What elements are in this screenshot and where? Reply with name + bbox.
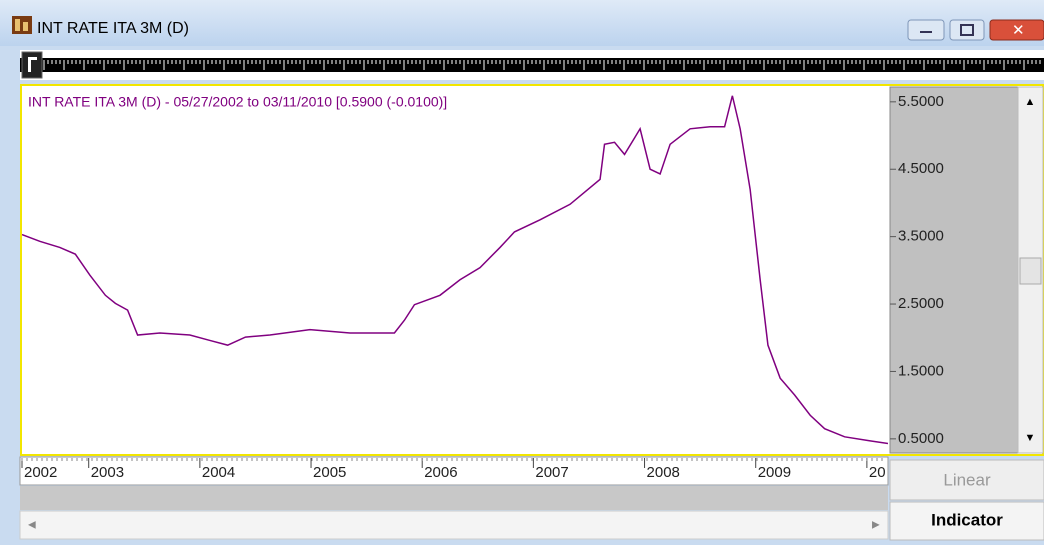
scroll-right-arrow[interactable]: ▶ — [872, 520, 880, 531]
price-axis-panel — [889, 86, 1019, 454]
x-tick-label: 2009 — [758, 464, 791, 481]
x-tick-label: 2005 — [313, 464, 346, 481]
x-tick-label: 2004 — [202, 464, 235, 481]
scroll-left-arrow[interactable]: ◀ — [28, 520, 36, 531]
close-button[interactable] — [989, 19, 1044, 41]
maximize-button[interactable] — [949, 19, 985, 41]
scroll-thumb[interactable] — [1019, 257, 1042, 285]
x-tick-label: 2002 — [24, 464, 57, 481]
x-tick-label: 2007 — [535, 464, 568, 481]
scroll-up-arrow[interactable]: ▲ — [1025, 96, 1036, 108]
y-tick-label: 1.5000 — [898, 362, 944, 379]
linear-button[interactable] — [889, 459, 1044, 501]
indicator-button-label: Indicator — [931, 510, 1003, 529]
linear-button-label: Linear — [943, 470, 991, 489]
scroll-down-arrow[interactable]: ▼ — [1025, 432, 1036, 444]
x-tick-label: 2006 — [424, 464, 457, 481]
ruler-ticks — [43, 60, 1041, 70]
y-tick-label: 0.5000 — [898, 430, 944, 447]
ruler-button-icon — [28, 57, 31, 72]
indicator-button[interactable] — [889, 501, 1044, 541]
x-tick-label: 2010 — [869, 464, 902, 481]
x-axis: 2002 2003 2004 2005 2006 2007 2008 2009 2010 — [21, 458, 902, 481]
ruler-button-icon — [28, 57, 37, 60]
horizontal-scrollbar[interactable] — [19, 510, 889, 540]
y-tick-label: 2.5000 — [898, 295, 944, 312]
minimize-button[interactable] — [907, 19, 945, 41]
title-bar — [0, 0, 1044, 46]
y-tick-label: 3.5000 — [898, 228, 944, 245]
y-tick-label: 5.5000 — [898, 93, 944, 110]
maximize-icon — [960, 24, 974, 36]
window-controls[interactable]: ✕ — [907, 19, 1044, 41]
chart-area — [20, 84, 1044, 456]
window-title: INT RATE ITA 3M (D) — [37, 20, 189, 37]
x-tick-label: 2008 — [647, 464, 680, 481]
close-icon: ✕ — [1012, 22, 1025, 39]
gray-bar — [20, 486, 888, 510]
app-icon — [12, 16, 32, 34]
chart-title: INT RATE ITA 3M (D) - 05/27/2002 to 03/1… — [28, 94, 447, 110]
y-tick-label: 4.5000 — [898, 160, 944, 177]
rate-line — [22, 95, 888, 445]
x-axis-panel — [19, 456, 889, 486]
plot — [22, 95, 888, 445]
x-tick-label: 2003 — [91, 464, 124, 481]
ruler-button[interactable] — [21, 51, 43, 79]
